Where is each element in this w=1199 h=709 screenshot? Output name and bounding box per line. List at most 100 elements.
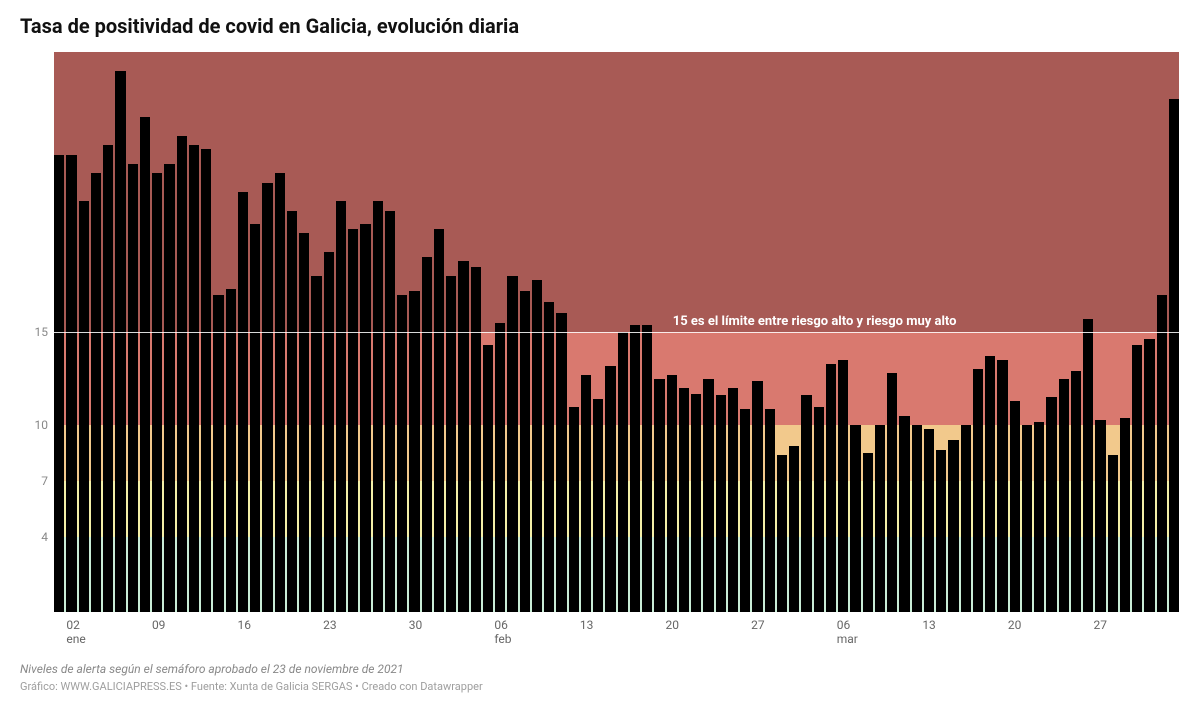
plot-area: 15 es el límite entre riesgo alto y ries…: [54, 52, 1179, 612]
bar: [360, 224, 370, 612]
x-tick-day: 06: [494, 618, 508, 632]
bar: [716, 395, 726, 612]
bar: [618, 332, 628, 612]
bar: [936, 450, 946, 612]
bar: [556, 313, 566, 612]
x-tick: 20: [666, 618, 680, 632]
x-tick-day: 30: [409, 618, 423, 632]
x-tick: 09: [152, 618, 166, 632]
bar: [336, 201, 346, 612]
bar: [801, 395, 811, 612]
chart-container: 4 7 10 15 15 es el límite entre riesgo alto…: [20, 52, 1179, 612]
bar: [679, 388, 689, 612]
bar: [287, 211, 297, 612]
x-tick: 16: [238, 618, 252, 632]
x-tick: 06feb: [494, 618, 511, 646]
bar: [642, 325, 652, 612]
bar: [66, 155, 76, 612]
bar: [1071, 371, 1081, 612]
bar: [1157, 295, 1167, 612]
bar: [79, 201, 89, 612]
bar: [875, 425, 885, 612]
bar: [973, 369, 983, 612]
bar: [1010, 401, 1020, 612]
bar: [140, 117, 150, 612]
bar: [924, 429, 934, 612]
bar: [299, 233, 309, 612]
x-tick: 02ene: [66, 618, 85, 646]
bar: [961, 425, 971, 612]
bar: [887, 373, 897, 612]
bar: [152, 173, 162, 612]
bar: [997, 360, 1007, 612]
bar: [1132, 345, 1142, 612]
x-tick-day: 02: [66, 618, 80, 632]
bar: [1095, 420, 1105, 612]
x-tick-day: 27: [751, 618, 765, 632]
bar: [1169, 99, 1179, 612]
bar: [201, 149, 211, 612]
threshold-line: [54, 332, 1179, 333]
bar: [250, 224, 260, 612]
bar: [581, 375, 591, 612]
bar: [740, 409, 750, 612]
x-tick-day: 23: [323, 618, 337, 632]
bar: [1083, 319, 1093, 612]
x-tick-day: 06: [837, 618, 851, 632]
y-tick: 7: [41, 474, 48, 488]
bar: [275, 173, 285, 612]
bar: [385, 211, 395, 612]
bar: [324, 252, 334, 612]
bar: [1022, 425, 1032, 612]
bar: [850, 425, 860, 612]
x-tick: 23: [323, 618, 337, 632]
bar: [814, 407, 824, 612]
y-tick: 15: [35, 325, 49, 339]
bar: [863, 453, 873, 612]
x-tick-day: 16: [238, 618, 252, 632]
bar: [569, 407, 579, 612]
y-tick: 10: [35, 418, 49, 432]
bar: [520, 291, 530, 612]
bar: [789, 446, 799, 612]
bar: [691, 394, 701, 612]
x-tick-day: 13: [580, 618, 594, 632]
x-tick-day: 27: [1094, 618, 1108, 632]
bar: [128, 164, 138, 612]
bar: [213, 295, 223, 612]
x-tick-day: 13: [922, 618, 936, 632]
x-tick-day: 20: [666, 618, 680, 632]
bar: [507, 276, 517, 612]
x-tick-month: feb: [494, 632, 511, 646]
bar: [483, 345, 493, 612]
bar: [826, 364, 836, 612]
bar: [544, 302, 554, 612]
x-tick-month: mar: [837, 632, 858, 646]
bar: [422, 257, 432, 612]
bar: [1034, 422, 1044, 612]
bar: [605, 366, 615, 612]
bar: [703, 379, 713, 612]
bar: [765, 409, 775, 612]
x-tick-month: ene: [66, 632, 85, 646]
bar: [1108, 455, 1118, 612]
bar: [593, 399, 603, 612]
y-tick: 4: [41, 530, 48, 544]
bar: [985, 356, 995, 612]
bar: [630, 325, 640, 612]
bar: [667, 375, 677, 612]
bar: [777, 455, 787, 612]
bar: [948, 440, 958, 612]
bar: [458, 261, 468, 612]
x-tick: 13: [580, 618, 594, 632]
chart-credits: Gráfico: WWW.GALICIAPRESS.ES • Fuente: X…: [20, 680, 1179, 693]
y-axis: 4 7 10 15: [20, 52, 54, 612]
bar: [434, 229, 444, 612]
bar: [1059, 379, 1069, 612]
x-tick: 13: [922, 618, 936, 632]
bar: [1120, 418, 1130, 612]
bar: [226, 289, 236, 612]
x-tick: 27: [751, 618, 765, 632]
bar: [348, 229, 358, 612]
bar: [654, 379, 664, 612]
